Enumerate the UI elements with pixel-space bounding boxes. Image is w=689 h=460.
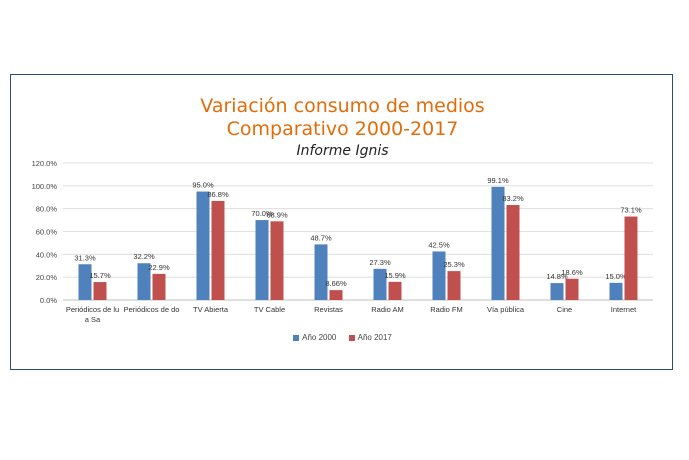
bar-2000 [137, 263, 151, 300]
data-label: 15.9% [384, 271, 406, 280]
data-label: 25.3% [443, 260, 465, 269]
legend-swatch-2017 [348, 334, 355, 341]
y-tick-label: 40.0% [36, 250, 58, 259]
y-tick-label: 100.0% [32, 182, 58, 191]
x-tick-label: TV Cable [254, 305, 285, 314]
bar-2000 [196, 191, 210, 300]
x-tick-label: Vía pública [487, 305, 525, 314]
bar-2017 [329, 290, 343, 300]
bar-2000 [373, 268, 387, 300]
data-label: 99.1% [487, 176, 509, 185]
data-label: 15.0% [605, 272, 627, 281]
legend-label-2017: Año 2017 [357, 333, 392, 342]
bar-2017 [388, 281, 402, 300]
x-tick-label: a Sa [85, 315, 101, 324]
x-tick-label: Revistas [314, 305, 343, 314]
data-label: 32.2% [133, 252, 155, 261]
bar-2000 [78, 264, 92, 300]
y-tick-label: 60.0% [36, 228, 58, 237]
data-label: 86.8% [207, 190, 229, 199]
data-label: 18.6% [561, 268, 583, 277]
bar-2000 [314, 244, 328, 300]
legend-item-2000: Año 2000 [293, 333, 336, 342]
data-label: 73.1% [620, 206, 642, 215]
data-label: 27.3% [369, 258, 391, 267]
y-tick-label: 20.0% [36, 273, 58, 282]
data-label: 42.5% [428, 240, 450, 249]
x-tick-label: TV Abierta [193, 305, 229, 314]
data-label: 8.66% [325, 279, 347, 288]
y-tick-label: 120.0% [32, 159, 58, 168]
data-label: 31.3% [74, 253, 96, 262]
bar-2000 [550, 283, 564, 300]
x-tick-label: Cine [557, 305, 572, 314]
legend-item-2017: Año 2017 [348, 333, 392, 342]
x-tick-label: Radio AM [371, 305, 404, 314]
bar-2017 [152, 273, 166, 300]
x-tick-label: Periódicos de lu [66, 305, 119, 314]
y-tick-label: 0.0% [40, 296, 57, 305]
x-tick-label: Internet [611, 305, 637, 314]
x-tick-label: Radio FM [430, 305, 463, 314]
data-label: 22.9% [148, 263, 170, 272]
data-label: 14.8% [546, 272, 568, 281]
bar-2000 [491, 186, 505, 300]
bar-2017 [506, 205, 520, 300]
bar-2017 [211, 200, 225, 300]
legend-swatch-2000 [293, 334, 300, 341]
bar-2017 [624, 216, 638, 300]
chart-legend: Año 2000 Año 2017 [11, 333, 674, 343]
data-label: 68.9% [266, 210, 288, 219]
chart-subtitle: Informe Ignis [296, 143, 389, 159]
data-label: 15.7% [89, 271, 111, 280]
chart-title-line1: Variación consumo de medios [200, 95, 485, 117]
bar-2017 [93, 282, 107, 300]
data-label: 70.0% [251, 209, 273, 218]
bar-2017 [270, 221, 284, 300]
bar-chart-plot: 0.0% 20.0% 40.0% 60.0% 80.0% 100.0% 120.0% 31.3… [32, 159, 653, 324]
chart-frame: Variación consumo de medios Comparativo … [10, 74, 673, 370]
chart-title-line2: Comparativo 2000-2017 [226, 118, 459, 140]
y-tick-label: 80.0% [36, 205, 58, 214]
bar-2000 [609, 282, 623, 300]
data-label: 83.2% [502, 194, 524, 203]
data-label: 48.7% [310, 233, 332, 242]
data-label: 95.0% [192, 181, 214, 190]
x-tick-label: Periódicos de do [124, 305, 180, 314]
bar-2000 [432, 251, 446, 300]
bar-2017 [447, 271, 461, 300]
bar-2017 [565, 278, 579, 300]
bar-2000 [255, 220, 269, 300]
legend-label-2000: Año 2000 [302, 333, 337, 342]
